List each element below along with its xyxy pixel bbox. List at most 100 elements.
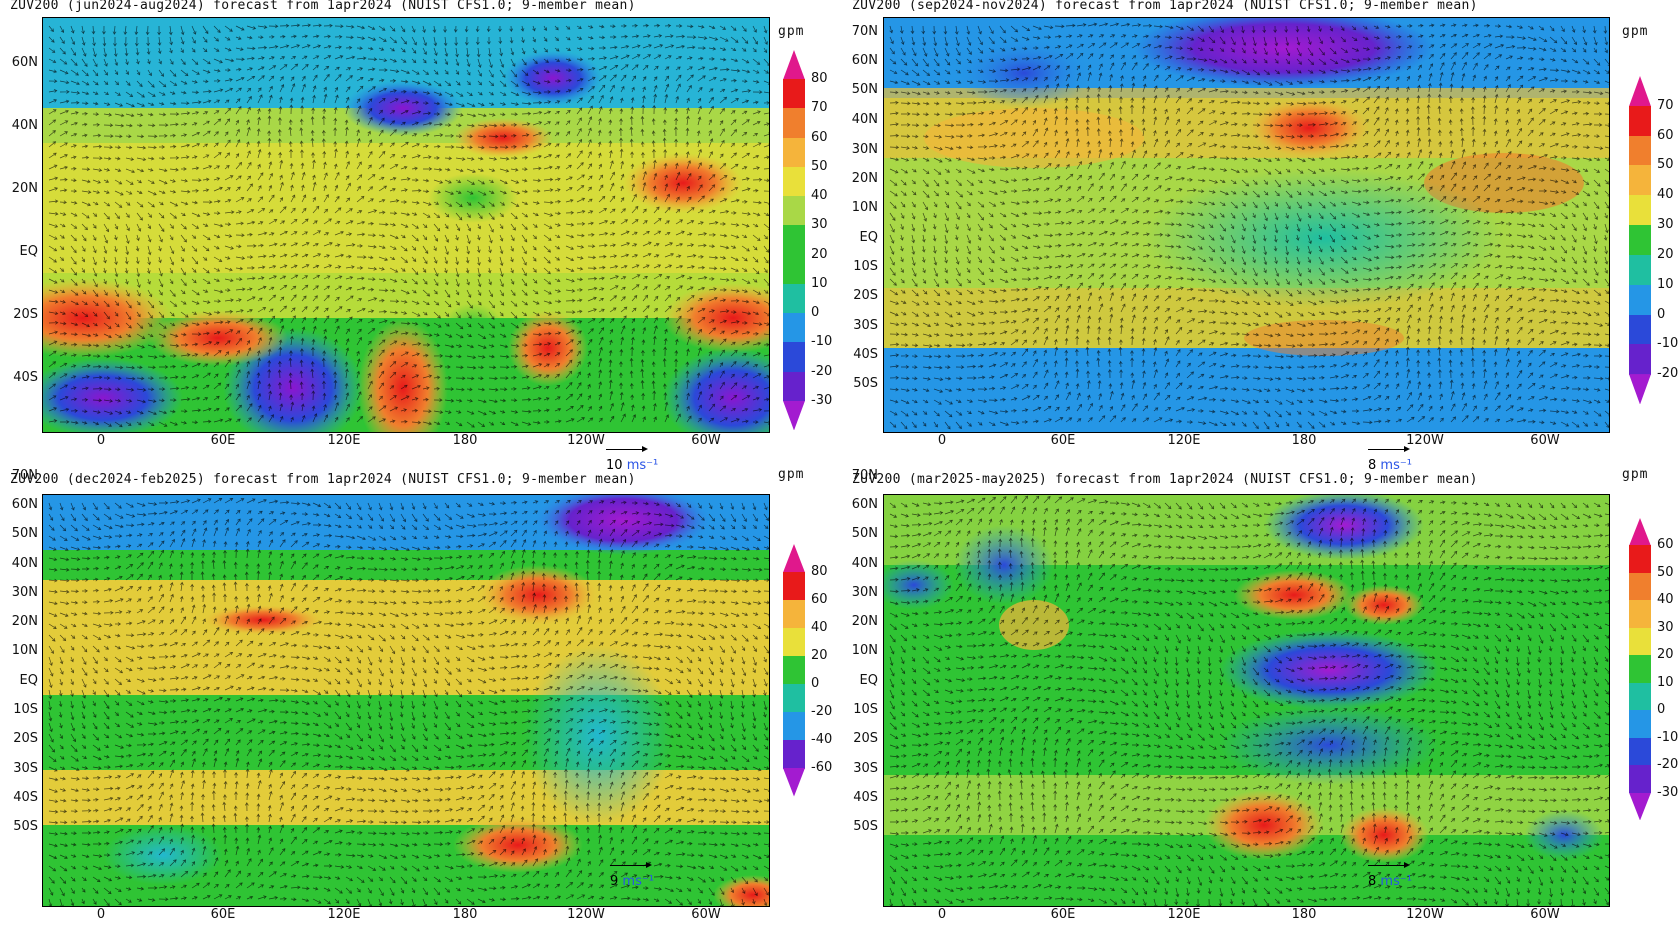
wind-vector — [719, 107, 725, 115]
wind-vector — [290, 231, 298, 236]
wind-vector — [1074, 104, 1079, 115]
wind-vector — [246, 150, 251, 159]
map-frame[interactable] — [42, 17, 770, 433]
wind-vector — [246, 198, 252, 203]
wind-vector — [257, 327, 263, 335]
wind-vector — [1351, 397, 1359, 402]
wind-vector — [1296, 399, 1303, 404]
wind-vector — [1098, 34, 1105, 38]
lat-label: 40N — [11, 118, 38, 133]
wind-vector — [742, 321, 748, 325]
map-frame[interactable] — [883, 17, 1610, 433]
wind-vector — [1065, 34, 1073, 39]
wind-vector — [1142, 209, 1150, 214]
wind-vector — [70, 332, 78, 337]
wind-vector — [1426, 360, 1431, 368]
wind-vector — [1362, 287, 1372, 292]
wind-vector — [977, 168, 986, 173]
wind-vector — [763, 387, 769, 390]
units-label: gpm — [778, 24, 805, 39]
wind-vector — [554, 166, 561, 170]
wind-vector — [1417, 416, 1426, 423]
wind-vector — [224, 187, 231, 192]
wind-vector — [1329, 386, 1340, 391]
wind-vector — [730, 198, 740, 203]
wind-vector — [1186, 408, 1196, 412]
wind-vector — [1538, 119, 1546, 126]
wind-vector — [1274, 322, 1283, 328]
wind-vector — [136, 399, 147, 404]
wind-vector — [763, 155, 769, 160]
colorbar-label: 10 — [811, 275, 828, 291]
wind-vector — [1460, 97, 1464, 104]
wind-vector — [1164, 407, 1172, 412]
wind-vector — [576, 209, 586, 214]
wind-vector — [955, 201, 962, 210]
wind-vector — [933, 201, 938, 208]
wind-vector — [433, 80, 442, 87]
wind-vector — [988, 190, 999, 196]
wind-vector — [1153, 199, 1160, 203]
wind-vector — [1582, 223, 1587, 232]
wind-vector — [1274, 289, 1280, 295]
wind-vector — [988, 278, 995, 283]
wind-vector — [1197, 288, 1207, 293]
wind-vector — [543, 58, 549, 63]
wind-vector — [235, 67, 242, 72]
wind-vector — [1010, 320, 1017, 324]
wind-vector — [345, 403, 350, 412]
map-frame[interactable] — [42, 494, 770, 907]
wind-vector — [191, 278, 197, 284]
wind-vector — [565, 25, 571, 30]
wind-vector — [554, 58, 561, 62]
wind-vector — [70, 375, 77, 379]
wind-vector — [1044, 222, 1050, 226]
wind-vector — [966, 157, 976, 162]
wind-vector — [356, 129, 360, 137]
wind-vector — [1571, 69, 1581, 75]
wind-vector — [697, 56, 704, 61]
wind-vector — [125, 91, 134, 97]
wind-vector — [1318, 410, 1328, 416]
wind-vector — [1593, 388, 1601, 392]
wind-vector — [598, 35, 606, 40]
wind-vector — [256, 140, 261, 148]
wind-vector — [389, 340, 398, 346]
wind-vector — [1417, 264, 1424, 269]
wind-vector — [1483, 393, 1488, 401]
wind-vector — [543, 25, 547, 31]
wind-vector — [400, 89, 407, 94]
wind-vector — [1593, 343, 1603, 348]
wind-vector — [1296, 267, 1302, 277]
wind-vector — [103, 168, 111, 172]
wind-vector — [367, 406, 373, 412]
wind-vector — [988, 47, 995, 53]
wind-vector — [543, 188, 554, 192]
wind-vector — [333, 394, 338, 401]
wind-vector — [301, 218, 309, 225]
wind-vector — [1428, 221, 1435, 225]
wind-vector — [499, 278, 504, 288]
wind-vector — [1230, 47, 1235, 53]
wind-vector — [708, 309, 715, 313]
wind-vector — [752, 331, 759, 336]
wind-vector — [1362, 267, 1373, 272]
wind-vector — [587, 86, 595, 93]
wind-vector — [900, 112, 911, 116]
wind-vector — [1406, 175, 1413, 181]
wind-vector — [977, 311, 985, 315]
wind-vector — [598, 117, 602, 126]
wind-vector — [322, 392, 327, 401]
wind-vector — [686, 97, 690, 104]
wind-vector — [213, 186, 223, 192]
wind-vector — [235, 318, 244, 324]
wind-vector — [411, 342, 422, 346]
wind-vector — [433, 364, 444, 369]
wind-vector — [510, 223, 516, 231]
wind-vector — [267, 130, 271, 137]
lat-label: 70N — [851, 24, 878, 39]
wind-vector — [1175, 199, 1184, 204]
wind-vector — [1461, 61, 1467, 71]
wind-vector — [1450, 61, 1456, 71]
wind-vector — [235, 330, 241, 335]
